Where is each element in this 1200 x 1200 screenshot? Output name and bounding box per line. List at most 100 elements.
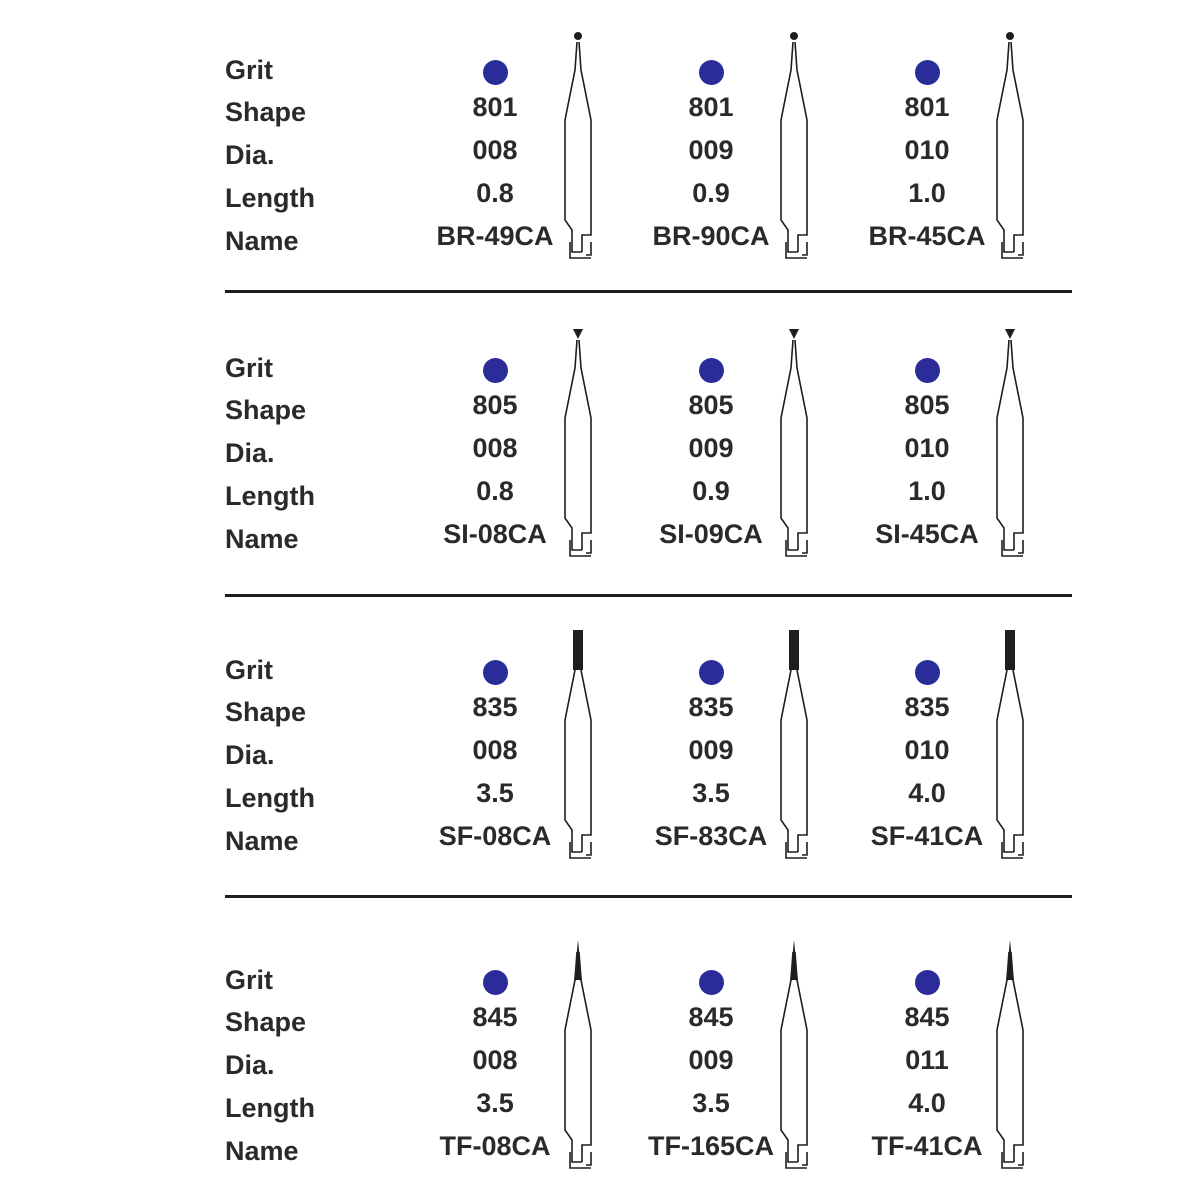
bur-drawing [996, 329, 1024, 557]
row-label-grit: Grit [225, 353, 274, 383]
grit-dot-icon [915, 660, 940, 685]
bur-drawing [996, 32, 1024, 259]
bur-drawing [780, 630, 808, 859]
bur-shape-value: 835 [472, 692, 518, 722]
inverted-cone-tip-icon [573, 329, 583, 339]
row-label-grit: Grit [225, 55, 274, 85]
bur-drawing [780, 940, 808, 1169]
row-label-shape: Shape [225, 97, 307, 127]
ball-tip-icon [574, 32, 582, 40]
bur-dia-value: 009 [688, 735, 734, 765]
row-label-name: Name [225, 826, 299, 856]
taper-tip-icon [790, 940, 798, 980]
row-label-length: Length [225, 783, 315, 813]
bur-name-value: SF-41CA [870, 821, 984, 851]
bur-shape-value: 835 [904, 692, 950, 722]
bur-name-value: BR-90CA [652, 221, 770, 251]
bur-drawing [564, 329, 592, 557]
bur-dia-value: 011 [905, 1045, 949, 1075]
taper-tip-icon [1006, 940, 1014, 980]
bur-name-value: SF-83CA [654, 821, 768, 851]
bur-name-value: TF-08CA [439, 1131, 551, 1161]
row-label-dia: Dia. [225, 1050, 275, 1080]
row-label-shape: Shape [225, 697, 307, 727]
ball-tip-icon [1006, 32, 1014, 40]
grit-dot-icon [483, 970, 508, 995]
grit-dot-icon [483, 358, 508, 383]
bur-dia-value: 010 [904, 135, 950, 165]
bur-shape-value: 845 [904, 1002, 950, 1032]
bur-length-value: 3.5 [476, 1088, 514, 1118]
inverted-cone-tip-icon [789, 329, 799, 339]
bur-length-value: 4.0 [908, 778, 946, 808]
bur-drawing [780, 32, 808, 259]
row-label-length: Length [225, 183, 315, 213]
bur-shape-value: 801 [472, 92, 518, 122]
bur-shank-outline [564, 41, 592, 259]
bur-shape-value: 805 [472, 390, 518, 420]
grit-dot-icon [699, 660, 724, 685]
bur-dia-value: 009 [688, 135, 734, 165]
bur-drawing [996, 630, 1024, 859]
bur-length-value: 3.5 [692, 778, 730, 808]
bur-shape-value: 801 [904, 92, 950, 122]
bur-shank-outline [780, 951, 808, 1169]
bur-name-value: BR-49CA [436, 221, 554, 251]
row-label-length: Length [225, 481, 315, 511]
bur-shape-value: 845 [688, 1002, 734, 1032]
bur-length-value: 1.0 [908, 178, 946, 208]
row-label-name: Name [225, 226, 299, 256]
bur-name-value: SI-45CA [875, 519, 979, 549]
section-divider [225, 290, 1072, 293]
bur-length-value: 4.0 [908, 1088, 946, 1118]
bur-name-value: SF-08CA [438, 821, 552, 851]
row-label-length: Length [225, 1093, 315, 1123]
bur-drawing [564, 940, 592, 1169]
inverted-cone-tip-icon [1005, 329, 1015, 339]
row-label-name: Name [225, 1136, 299, 1166]
bur-length-value: 0.9 [692, 178, 730, 208]
bur-name-value: BR-45CA [868, 221, 986, 251]
bur-dia-value: 010 [904, 735, 950, 765]
row-label-shape: Shape [225, 395, 307, 425]
bur-length-value: 3.5 [692, 1088, 730, 1118]
bur-dia-value: 008 [472, 135, 518, 165]
bur-name-value: SI-08CA [443, 519, 547, 549]
bur-dia-value: 009 [688, 433, 734, 463]
bur-shank-outline [564, 951, 592, 1169]
bur-drawing [780, 329, 808, 557]
ball-tip-icon [790, 32, 798, 40]
bur-name-value: SI-09CA [659, 519, 763, 549]
cylinder-tip-icon [789, 630, 799, 670]
bur-shank-outline [996, 339, 1024, 557]
bur-length-value: 3.5 [476, 778, 514, 808]
bur-name-value: TF-41CA [871, 1131, 983, 1161]
row-label-name: Name [225, 524, 299, 554]
bur-shape-value: 801 [688, 92, 734, 122]
row-label-shape: Shape [225, 1007, 307, 1037]
bur-shape-value: 805 [688, 390, 734, 420]
bur-shank-outline [996, 41, 1024, 259]
bur-drawing [564, 630, 592, 859]
grit-dot-icon [699, 358, 724, 383]
row-label-grit: Grit [225, 965, 274, 995]
bur-dia-value: 010 [904, 433, 950, 463]
grit-dot-icon [915, 60, 940, 85]
grit-dot-icon [483, 60, 508, 85]
bur-name-value: TF-165CA [647, 1131, 775, 1161]
cylinder-tip-icon [573, 630, 583, 670]
grit-dot-icon [915, 358, 940, 383]
grit-dot-icon [699, 970, 724, 995]
bur-dia-value: 008 [472, 433, 518, 463]
bur-shape-value: 805 [904, 390, 950, 420]
grit-dot-icon [699, 60, 724, 85]
row-label-dia: Dia. [225, 740, 275, 770]
bur-shank-outline [780, 41, 808, 259]
grit-dot-icon [915, 970, 940, 995]
bur-length-value: 1.0 [908, 476, 946, 506]
bur-shank-outline [780, 339, 808, 557]
bur-shank-outline [564, 641, 592, 859]
bur-shank-outline [996, 641, 1024, 859]
cylinder-tip-icon [1005, 630, 1015, 670]
row-label-dia: Dia. [225, 438, 275, 468]
